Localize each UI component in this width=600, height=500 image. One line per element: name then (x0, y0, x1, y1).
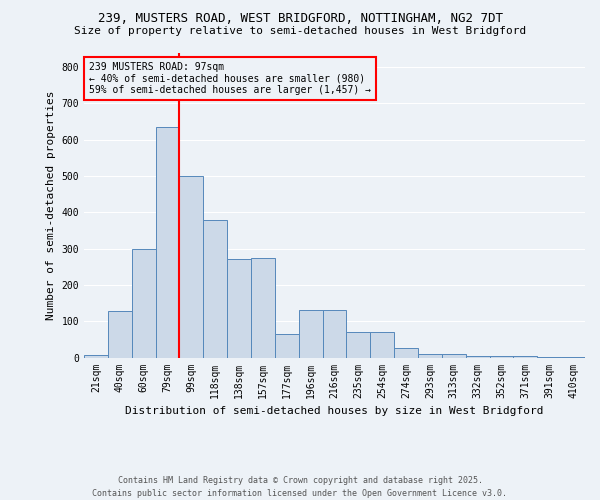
Bar (108, 311, 132, 358)
Bar (537, 357, 561, 358)
Text: Contains HM Land Registry data © Crown copyright and database right 2025.
Contai: Contains HM Land Registry data © Crown c… (92, 476, 508, 498)
Bar (394, 348, 418, 358)
Bar (514, 356, 537, 358)
Bar (466, 356, 490, 358)
Bar (418, 354, 442, 358)
Text: 239 MUSTERS ROAD: 97sqm
← 40% of semi-detached houses are smaller (980)
59% of s: 239 MUSTERS ROAD: 97sqm ← 40% of semi-de… (89, 62, 371, 95)
Bar (561, 357, 585, 358)
Bar (155, 127, 179, 358)
Bar (490, 356, 514, 358)
Bar (370, 332, 394, 357)
Bar (84, 354, 108, 358)
Bar (227, 260, 251, 358)
Bar (323, 310, 346, 358)
Text: Size of property relative to semi-detached houses in West Bridgford: Size of property relative to semi-detach… (74, 26, 526, 36)
Bar (275, 334, 299, 357)
Bar (346, 332, 370, 357)
Bar (179, 176, 203, 358)
Bar (251, 258, 275, 358)
Bar (203, 220, 227, 358)
X-axis label: Distribution of semi-detached houses by size in West Bridgford: Distribution of semi-detached houses by … (125, 406, 544, 416)
Text: 239, MUSTERS ROAD, WEST BRIDGFORD, NOTTINGHAM, NG2 7DT: 239, MUSTERS ROAD, WEST BRIDGFORD, NOTTI… (97, 12, 503, 26)
Bar (299, 310, 323, 358)
Y-axis label: Number of semi-detached properties: Number of semi-detached properties (46, 90, 56, 320)
Bar (442, 354, 466, 358)
Bar (132, 248, 155, 358)
